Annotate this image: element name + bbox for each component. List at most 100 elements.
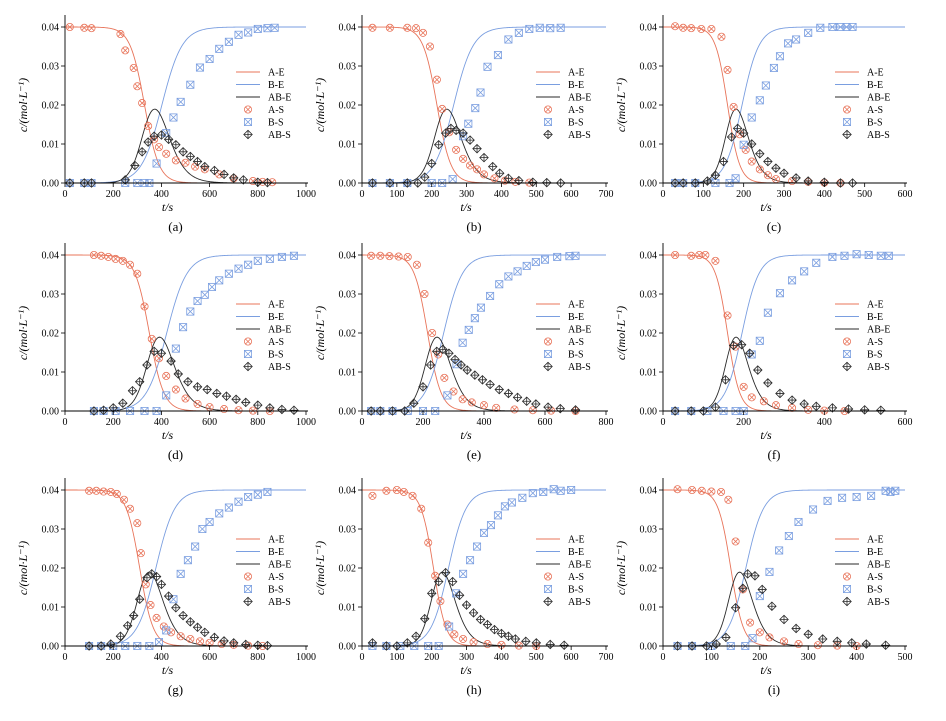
data-point-AB-S (458, 128, 468, 138)
data-point-AB-S (118, 398, 128, 408)
data-point-A-S (780, 637, 789, 646)
legend: A-EB-E AB-EA-S B-SAB-S (236, 300, 291, 373)
data-point-A-S (243, 105, 252, 114)
data-point-B-S (867, 491, 876, 500)
x-tick-label: 400 (154, 417, 169, 428)
data-point-B-S (195, 63, 204, 72)
data-point-B-S (840, 251, 849, 260)
data-point-A-S (193, 399, 202, 408)
legend-label-B-E: B-E (268, 80, 284, 91)
data-point-B-S (748, 634, 757, 643)
y-tick-label: 0.00 (339, 407, 357, 418)
data-point-B-S (843, 585, 852, 594)
data-point-AB-S (843, 404, 854, 414)
y-tick-label: 0.04 (339, 23, 357, 34)
legend-label-A-S: A-S (268, 105, 284, 116)
data-point-B-S (544, 585, 553, 594)
y-tick-label: 0.01 (640, 140, 658, 151)
data-point-B-S (483, 62, 492, 71)
data-point-A-S (176, 632, 185, 641)
data-point-A-S (126, 260, 135, 269)
data-point-A-S (146, 601, 155, 610)
data-point-AB-S (134, 376, 145, 387)
data-point-B-S (549, 485, 558, 494)
panel-e: 0 200 400 600 800 0.00 0.01 0.02 0.03 0.04 c/(mol·… (313, 243, 614, 462)
y-tick-label: 0.02 (42, 101, 60, 112)
data-point-B-S (495, 280, 504, 289)
legend-label-A-S: A-S (867, 105, 883, 116)
y-tick-label: 0.03 (42, 62, 60, 73)
legend: A-EB-E AB-EA-S B-SAB-S (835, 535, 890, 608)
data-point-B-S (747, 113, 756, 122)
data-point-B-S (528, 489, 537, 498)
data-point-AB-S (503, 388, 514, 399)
data-point-AB-S (503, 173, 514, 184)
data-point-AB-S (228, 173, 239, 183)
data-point-B-S (263, 24, 272, 33)
data-point-A-S (739, 382, 748, 391)
data-point-A-S (171, 156, 180, 165)
y-tick-label: 0.03 (42, 525, 60, 536)
data-point-A-S (368, 491, 377, 500)
data-point-AB-S (730, 603, 741, 613)
y-tick-label: 0.04 (339, 251, 357, 262)
x-tick-label: 100 (696, 189, 711, 200)
y-tick-label: 0.03 (339, 62, 357, 73)
data-point-AB-S (142, 572, 152, 583)
data-point-B-S (518, 493, 527, 502)
data-point-B-S (784, 532, 793, 541)
data-point-B-S (224, 37, 233, 46)
data-point-AB-S (149, 346, 159, 357)
data-point-A-S (118, 256, 127, 265)
data-point-A-S (116, 30, 125, 39)
data-point-B-S (243, 585, 252, 594)
data-point-AB-S (779, 614, 789, 625)
data-point-AB-S (212, 388, 222, 399)
series-line-AB-E (663, 571, 905, 646)
y-axis-label: c/(mol·L⁻¹) (16, 78, 30, 132)
data-point-A-S (99, 487, 108, 496)
data-point-B-S (769, 63, 778, 72)
data-point-B-S (205, 517, 214, 526)
x-tick-label: 100 (389, 652, 404, 663)
x-axis-label: t/s (760, 663, 772, 677)
data-point-AB-S (156, 348, 167, 359)
data-point-AB-S (411, 631, 421, 642)
data-point-AB-S (178, 610, 188, 621)
x-tick-label: 600 (564, 189, 579, 200)
data-point-AB-S (510, 634, 521, 644)
data-point-A-S (65, 22, 74, 31)
data-point-AB-S (817, 634, 828, 644)
data-point-AB-S (142, 360, 152, 370)
legend-label-B-S: B-S (268, 118, 284, 129)
data-point-A-S (711, 256, 720, 265)
x-tick-label: 400 (817, 189, 832, 200)
legend-label-A-S: A-S (568, 337, 584, 348)
data-point-AB-S (450, 354, 460, 365)
x-tick-label: 600 (564, 652, 579, 663)
x-tick-label: 800 (250, 417, 265, 428)
data-point-A-S (412, 24, 421, 33)
data-point-AB-S (842, 129, 852, 140)
data-point-B-S (493, 51, 502, 60)
data-point-B-S (253, 256, 262, 265)
x-tick-label: 600 (898, 189, 913, 200)
data-point-A-S (368, 23, 377, 32)
data-point-A-S (382, 486, 391, 495)
data-point-AB-S (803, 176, 813, 186)
series-line-AB-E (663, 108, 905, 183)
data-point-AB-S (418, 382, 428, 392)
data-point-B-S (154, 638, 163, 647)
legend-label-AB-E: AB-E (568, 325, 591, 336)
x-axis-label: t/s (760, 428, 772, 442)
series-line-AB-E (362, 336, 606, 411)
y-tick-label: 0.00 (640, 179, 658, 190)
data-point-B-S (556, 23, 565, 32)
legend-label-A-S: A-S (268, 337, 284, 348)
data-point-AB-S (763, 156, 773, 167)
y-axis-label: c/(mol·L⁻¹) (16, 541, 30, 595)
data-point-AB-S (289, 405, 299, 415)
data-point-A-S (673, 485, 682, 494)
legend-label-AB-E: AB-E (867, 325, 890, 336)
legend-label-AB-E: AB-E (867, 560, 890, 571)
